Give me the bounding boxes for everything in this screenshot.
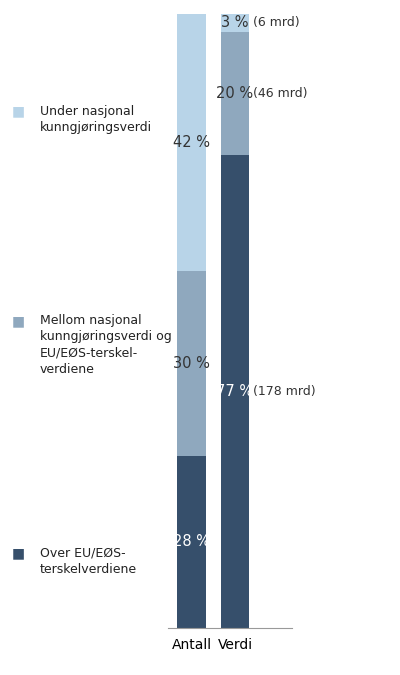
Bar xyxy=(177,456,206,628)
Bar xyxy=(177,14,206,271)
Text: 77 %: 77 % xyxy=(216,384,254,399)
Text: ■: ■ xyxy=(12,105,25,119)
Text: Mellom nasjonal
kunngjøringsverdi og
EU/EØS-terskel-
verdiene: Mellom nasjonal kunngjøringsverdi og EU/… xyxy=(40,314,172,377)
Text: Over EU/EØS-
terskelverdiene: Over EU/EØS- terskelverdiene xyxy=(40,547,137,576)
Text: ■: ■ xyxy=(12,547,25,561)
Text: (178 mrd): (178 mrd) xyxy=(253,385,316,398)
Text: (46 mrd): (46 mrd) xyxy=(253,87,308,100)
Text: (6 mrd): (6 mrd) xyxy=(253,16,300,29)
Bar xyxy=(221,32,249,155)
Text: Under nasjonal
kunngjøringsverdi: Under nasjonal kunngjøringsverdi xyxy=(40,105,152,134)
Bar xyxy=(177,271,206,456)
Text: 20 %: 20 % xyxy=(216,86,254,101)
Text: 3 %: 3 % xyxy=(221,16,249,30)
Bar xyxy=(221,155,249,628)
Text: ■: ■ xyxy=(12,314,25,328)
Text: 28 %: 28 % xyxy=(173,534,210,549)
Text: 42 %: 42 % xyxy=(173,135,210,150)
Text: 30 %: 30 % xyxy=(173,356,210,371)
Bar xyxy=(221,14,249,32)
